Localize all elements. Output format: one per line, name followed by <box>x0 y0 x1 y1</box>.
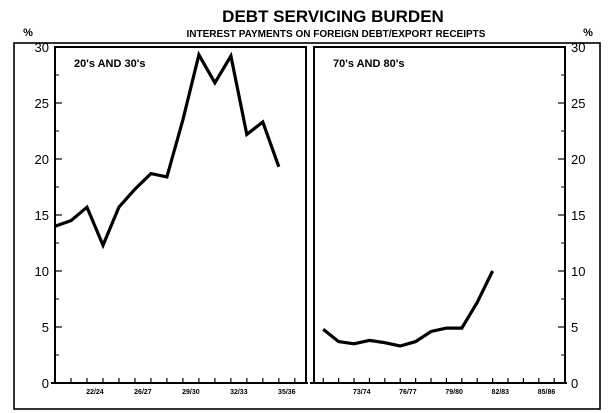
x-tick-label: 79/80 <box>445 389 463 396</box>
x-tick-label: 26/27 <box>134 389 152 396</box>
y-unit-left: % <box>23 27 33 39</box>
x-tick-label: 29/30 <box>182 389 200 396</box>
outer-frame <box>13 42 601 410</box>
y-tick-label-left: 30 <box>35 40 49 55</box>
x-tick-label: 22/24 <box>86 389 104 396</box>
y-tick-label-left: 25 <box>35 96 49 111</box>
y-unit-right: % <box>583 27 593 39</box>
panel-label: 20's AND 30's <box>74 58 145 70</box>
y-tick-label-right: 20 <box>571 152 585 167</box>
x-tick-label: 76/77 <box>399 389 417 396</box>
panel-label: 70's AND 80's <box>333 58 404 70</box>
panel-frame <box>54 46 307 384</box>
y-tick-label-right: 25 <box>571 96 585 111</box>
x-tick-label: 73/74 <box>353 389 371 396</box>
chart-title: DEBT SERVICING BURDEN <box>222 7 444 26</box>
x-tick-label: 82/83 <box>492 389 510 396</box>
y-tick-label-right: 10 <box>571 264 585 279</box>
chart-subtitle: INTEREST PAYMENTS ON FOREIGN DEBT/EXPORT… <box>187 29 486 40</box>
y-tick-label-left: 5 <box>42 320 49 335</box>
y-tick-label-right: 15 <box>571 208 585 223</box>
y-tick-label-right: 30 <box>571 40 585 55</box>
series-line <box>54 50 281 250</box>
y-tick-label-right: 5 <box>571 320 578 335</box>
y-tick-label-left: 0 <box>42 376 49 391</box>
y-tick-label-left: 10 <box>35 264 49 279</box>
y-tick-label-right: 0 <box>571 376 578 391</box>
series-line <box>322 270 495 348</box>
y-tick-label-left: 15 <box>35 208 49 223</box>
x-tick-label: 35/36 <box>278 389 296 396</box>
x-tick-label: 85/86 <box>538 389 556 396</box>
x-tick-label: 32/33 <box>230 389 248 396</box>
panel-frame <box>313 46 566 384</box>
y-tick-label-left: 20 <box>35 152 49 167</box>
